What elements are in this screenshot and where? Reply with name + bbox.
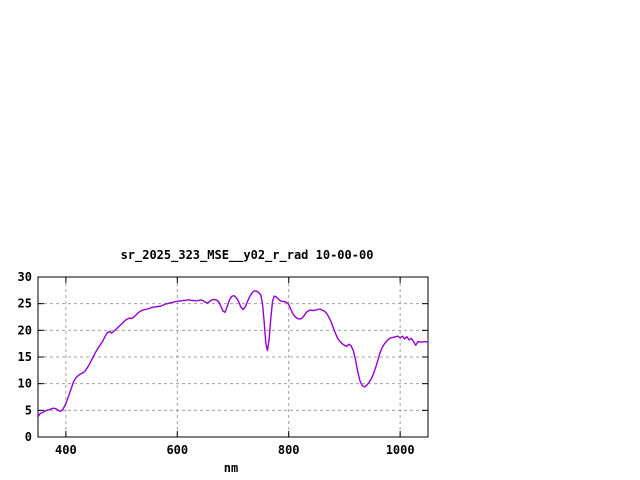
chart-title: sr_2025_323_MSE__y02_r_rad 10-00-00 bbox=[120, 248, 374, 262]
y-tick-label: 0 bbox=[25, 430, 32, 444]
y-tick-label: 15 bbox=[18, 350, 32, 364]
data-curve bbox=[37, 290, 429, 418]
y-tick-label: 30 bbox=[18, 270, 32, 284]
y-tick-label: 5 bbox=[25, 403, 32, 417]
x-tick-label: 1000 bbox=[386, 443, 415, 457]
x-tick-label: 800 bbox=[278, 443, 300, 457]
x-tick-label: 600 bbox=[166, 443, 188, 457]
x-axis-label: nm bbox=[223, 461, 239, 475]
y-tick-label: 25 bbox=[18, 297, 32, 311]
y-tick-label: 10 bbox=[18, 377, 32, 391]
x-tick-label: 400 bbox=[55, 443, 77, 457]
y-tick-label: 20 bbox=[18, 323, 32, 337]
